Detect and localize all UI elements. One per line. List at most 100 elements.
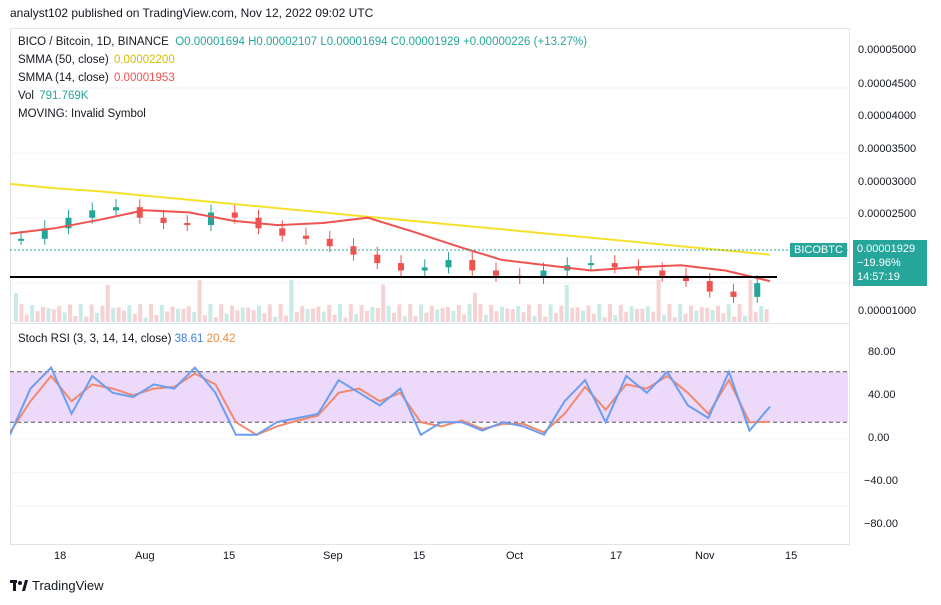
sma50-line [10,182,771,256]
volume-bar [721,313,726,322]
volume-bar [467,304,472,322]
volume-bar [41,306,45,322]
sma50-value: 0.00002200 [113,54,175,66]
volume-bar [462,314,467,322]
footer-brand[interactable]: TradingView [10,578,104,593]
volume-bar [726,304,731,322]
x-tick: Aug [135,550,155,562]
volume-bar [316,306,321,322]
x-tick: 15 [785,550,798,562]
volume-bar [165,311,170,322]
volume-bar [483,314,488,322]
volume-bar [602,317,607,322]
volume-bar [327,304,332,322]
stoch-y-tick: −80.00 [864,518,898,530]
volume-bar [581,310,585,322]
volume-bar [392,312,396,322]
candle-body [303,235,309,239]
volume-bar [143,317,148,322]
volume-bar [73,315,78,322]
y-tick: 0.00004500 [858,78,917,90]
y-tick: 0.00001000 [858,305,917,317]
volume-bar [354,314,359,322]
candle-body [136,207,143,218]
x-tick: Oct [506,550,524,562]
volume-bar [446,306,450,322]
volume-bar [386,305,391,322]
candle-body [113,207,119,211]
candle-body [683,275,689,282]
volume-bar [338,304,342,322]
volume-bar [278,304,283,322]
volume-bar [510,309,515,322]
candle-body [279,228,286,236]
volume-bar [737,304,742,322]
volume-bar [365,310,369,322]
volume-bar [743,315,747,322]
volume-bar [197,279,202,322]
price-chart[interactable] [10,28,848,322]
volume-bar [35,311,40,322]
sma14-label: SMMA (14, close) [18,72,109,84]
volume-bar [246,307,251,322]
volume-bar [170,306,175,322]
volume-bar [24,314,29,322]
volume-bar [132,313,137,322]
volume-bar [89,304,94,322]
volume-bar [240,307,245,322]
footer-brand-label: TradingView [32,578,104,593]
volume-bar [716,305,720,322]
volume-bar [208,304,213,322]
volume-bar [149,304,153,322]
x-tick: 18 [54,550,67,562]
volume-bar [300,306,305,322]
volume-bar [429,305,434,322]
volume-bar [548,304,553,322]
volume-bar [570,307,575,322]
volume-bar [46,308,51,322]
volume-bar [559,305,564,322]
symbol-tag: BICOBTC [790,243,847,257]
volume-bar [764,309,769,322]
y-tick: 0.00003500 [858,143,917,155]
y-tick: 0.00004000 [858,110,917,122]
candle-body [326,238,333,247]
candle-body [635,267,642,271]
volume-bar [213,317,218,322]
volume-bar [284,315,288,322]
volume-bar [84,316,89,322]
y-tick: 0.00005000 [858,44,917,56]
volume-bar [273,316,278,322]
volume-bar [413,316,418,322]
x-tick: 15 [223,550,236,562]
stoch-chart[interactable] [10,323,848,543]
volume-bar [294,312,299,322]
volume-bar [370,307,375,322]
volume-bar [138,304,143,322]
stoch-y-tick: 0.00 [868,432,890,444]
volume-bar [397,304,402,322]
volume-bar [78,304,83,322]
volume-bar [494,311,499,322]
stoch-k-value: 38.61 [174,333,204,345]
volume-bar [489,304,494,322]
candle-body [208,212,214,226]
volume-bar [154,314,159,322]
stoch-band [10,371,848,423]
price-tag-countdown: 14:57:19 [857,271,900,283]
volume-bar [694,310,699,322]
volume-bar [456,305,461,322]
volume-bar [435,309,440,322]
volume-bar [332,314,337,322]
volume-bar [402,316,407,322]
volume-bar [656,279,661,322]
stoch-k-line [10,365,771,437]
volume-bar [14,293,18,322]
volume-bar [451,310,456,322]
stoch-d-value: 20.42 [206,333,236,345]
stoch-y-tick: −40.00 [864,475,898,487]
volume-bar [359,305,364,322]
price-tag-price: 0.00001929 [857,243,916,255]
vol-value: 791.769K [39,90,89,102]
volume-bar [678,304,683,322]
